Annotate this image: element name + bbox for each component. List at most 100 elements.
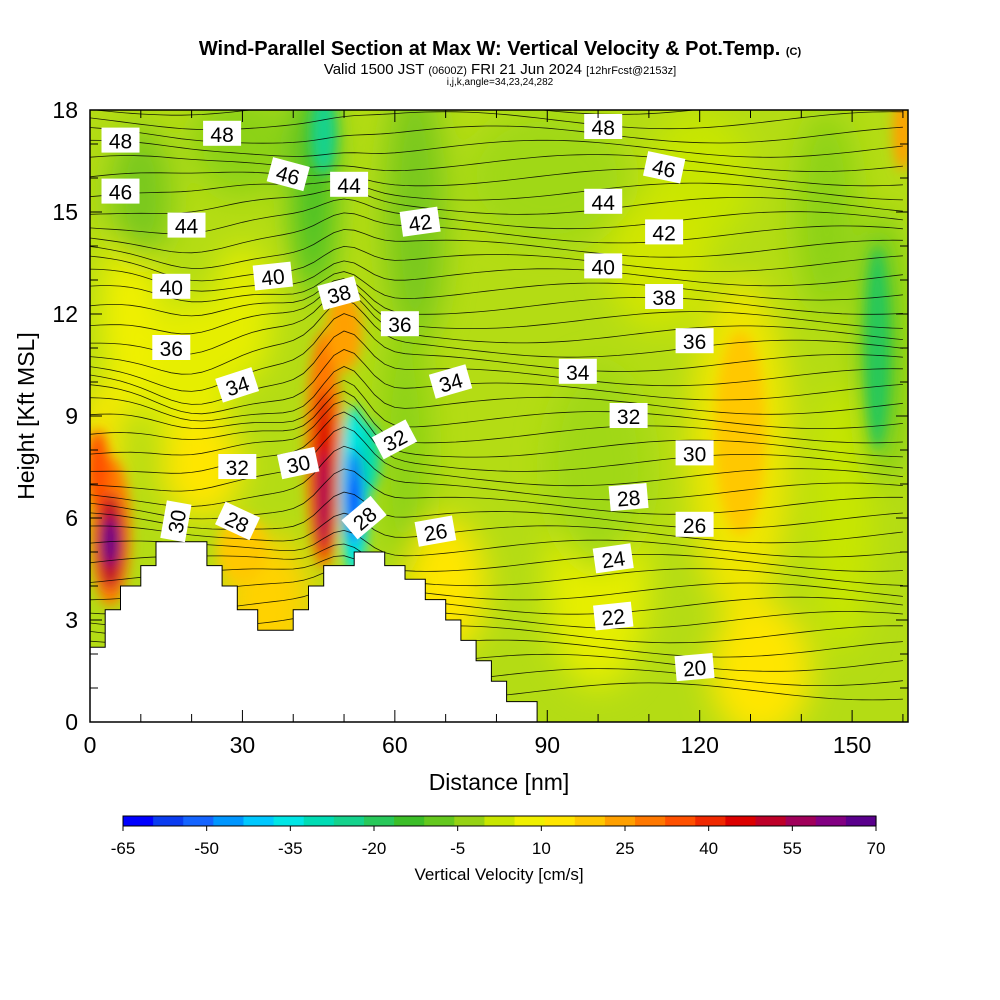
y-tick-label: 6 <box>65 505 78 531</box>
isentrope-label-text: 36 <box>683 331 706 354</box>
isentrope-label: 44 <box>167 212 206 239</box>
isentrope-label: 26 <box>414 515 457 547</box>
isentrope-line <box>90 512 903 544</box>
y-tick-label: 0 <box>65 709 78 735</box>
isentrope-label: 40 <box>252 261 294 291</box>
colorbar-swatch <box>243 816 275 826</box>
isentrope-label-text: 40 <box>592 256 615 279</box>
isentrope-label: 22 <box>593 601 634 631</box>
colorbar-swatch <box>394 816 425 826</box>
isentrope-label-text: 48 <box>592 117 615 140</box>
isentrope-line <box>90 491 903 530</box>
field-core <box>311 110 337 175</box>
colorbar-swatch <box>695 816 726 826</box>
colorbar-tick-label: 10 <box>532 839 551 858</box>
isentrope-line <box>90 555 903 587</box>
terrain-mask <box>89 541 538 723</box>
isentrope-label: 38 <box>317 276 361 311</box>
x-tick-label: 30 <box>230 732 256 758</box>
isentrope-label-text: 22 <box>601 605 627 630</box>
isentrope-label-text: 24 <box>600 547 627 573</box>
isentrope-label-box <box>215 367 260 403</box>
isentrope-label: 46 <box>101 178 140 205</box>
colorbar-tick-label: 40 <box>699 839 718 858</box>
isentrope-label: 26 <box>675 511 714 538</box>
isentrope-label: 44 <box>330 171 369 198</box>
isentrope-line <box>90 139 903 158</box>
isentrope-label: 24 <box>592 543 634 574</box>
colorbar-label: Vertical Velocity [cm/s] <box>414 865 583 884</box>
x-tick-label: 90 <box>534 732 560 758</box>
isentrope-label-box <box>152 335 191 360</box>
isentrope-label-text: 38 <box>652 287 675 310</box>
isentrope-label-box <box>341 495 387 540</box>
terrain-shape <box>89 541 538 723</box>
isentrope-line <box>90 366 903 422</box>
isentrope-label: 48 <box>584 114 623 140</box>
x-tick-label: 150 <box>833 732 871 758</box>
isentrope-label-text: 46 <box>109 182 132 205</box>
isentrope-label: 32 <box>609 403 648 429</box>
isentrope-label-text: 26 <box>422 520 449 547</box>
isentrope-line <box>90 529 903 558</box>
x-axis-label: Distance [nm] <box>429 769 570 795</box>
isentrope-line <box>90 379 903 430</box>
colorbar-swatch <box>725 816 757 826</box>
chart-title-suffix: (C) <box>785 46 802 58</box>
isentrope-line <box>90 283 903 335</box>
colorbar-swatch <box>123 816 154 826</box>
isentrope-label-box <box>203 120 242 146</box>
colorbar-tick-label: 25 <box>616 839 635 858</box>
field-patch <box>110 127 172 263</box>
field-patch <box>796 110 858 314</box>
isentrope-label: 36 <box>380 311 419 337</box>
isentrope-label-text: 44 <box>175 216 199 239</box>
x-tick-label: 60 <box>382 732 408 758</box>
isentrope-label: 46 <box>643 151 686 184</box>
isentrope-label: 28 <box>608 482 649 512</box>
chart-subtitle-indices: i,j,k,angle=34,23,24,282 <box>446 77 554 88</box>
isentrope-label: 30 <box>160 500 192 543</box>
isentrope-line <box>90 271 903 303</box>
colorbar-swatch <box>454 816 486 826</box>
isentrope-line <box>90 212 903 254</box>
isentrope-label-text: 44 <box>592 192 616 215</box>
y-tick-label: 18 <box>52 97 78 123</box>
isentrope-label: 34 <box>558 358 597 385</box>
colorbar-tick-label: -50 <box>194 839 219 858</box>
isentrope-label: 42 <box>399 206 441 237</box>
isentrope-label: 44 <box>584 188 623 215</box>
isentrope-label: 36 <box>152 335 191 361</box>
colorbar-swatch <box>363 816 395 826</box>
field-core <box>318 450 329 546</box>
isentrope-label-text: 32 <box>226 457 249 480</box>
isentrope-line <box>90 69 903 86</box>
isentrope-label-box <box>674 652 715 682</box>
isentrope-label: 40 <box>152 273 191 300</box>
isentrope-line <box>90 168 903 187</box>
isentrope-label-box <box>584 114 623 139</box>
isentrope-line <box>90 289 903 355</box>
colorbar-tick-label: -35 <box>278 839 303 858</box>
isentrope-label-box <box>399 206 441 237</box>
colorbar-tick-label: 55 <box>783 839 802 858</box>
colorbar-swatch <box>755 816 787 826</box>
isentrope-label: 42 <box>645 219 684 245</box>
isentrope-label-text: 48 <box>109 131 132 154</box>
isentrope-label: 28 <box>215 501 261 541</box>
colorbar-swatch <box>604 816 636 826</box>
isentrope-line <box>90 260 903 292</box>
field-core <box>892 110 908 172</box>
colorbar-swatch <box>273 816 305 826</box>
isentrope-label-box <box>608 482 649 512</box>
colorbar-swatch <box>544 816 576 826</box>
colorbar-tick-label: 70 <box>867 839 886 858</box>
isentrope-line <box>90 180 903 201</box>
isentrope-label-text: 40 <box>260 265 286 290</box>
colorbar: -65 -50 -35 -20 -5 10 25 40 55 70 <box>111 815 886 858</box>
colorbar-tick-label: -20 <box>362 839 387 858</box>
chart-title: Wind-Parallel Section at Max W: Vertical… <box>198 38 802 60</box>
isentrope-label-text: 28 <box>616 487 641 512</box>
